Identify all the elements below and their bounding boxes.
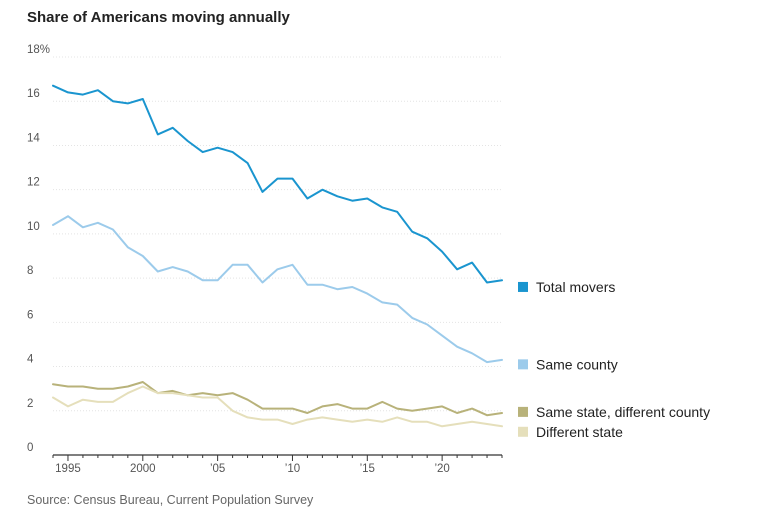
y-tick-label: 14 (27, 132, 40, 144)
gridlines (53, 56, 502, 412)
chart-title: Share of Americans moving annually (27, 9, 290, 26)
series-line-3 (52, 385, 503, 428)
legend-label: Different state (536, 424, 623, 440)
y-tick-label: 18% (27, 44, 50, 56)
legend-label: Total movers (536, 279, 615, 295)
legend-label: Same county (536, 356, 618, 372)
y-tick-label: 16 (27, 88, 40, 100)
legend-swatch (518, 359, 528, 370)
legend-swatch (518, 426, 528, 437)
x-tick-label: ’05 (210, 463, 225, 475)
y-tick-label: 8 (27, 265, 33, 277)
series-lines (52, 84, 503, 428)
legend-label: Same state, different county (536, 404, 710, 420)
legend-swatch (518, 281, 528, 292)
y-tick-label: 4 (27, 354, 34, 366)
y-tick-label: 6 (27, 309, 33, 321)
series-line-2 (52, 381, 503, 417)
x-tick-label: ’20 (434, 463, 449, 475)
x-tick-label: ’15 (360, 463, 375, 475)
legend-swatch (518, 406, 528, 417)
x-tick-label: ’10 (285, 463, 300, 475)
x-tick-label: 2000 (130, 463, 156, 475)
y-tick-label: 12 (27, 177, 40, 189)
y-axis-ticks: 0 2 4 6 8 10 12 14 16 18% (27, 44, 50, 454)
source-note: Source: Census Bureau, Current Populatio… (27, 493, 314, 507)
y-tick-label: 0 (27, 442, 33, 454)
x-tick-label: 1995 (55, 463, 81, 475)
y-tick-label: 10 (27, 221, 40, 233)
y-tick-label: 2 (27, 398, 33, 410)
x-axis: 1995 2000 ’05 ’10 ’15 ’20 (52, 454, 503, 475)
series-line-0 (52, 84, 503, 284)
series-line-1 (52, 215, 503, 364)
legend: Total movers Same county Same state, diffe… (518, 279, 710, 440)
